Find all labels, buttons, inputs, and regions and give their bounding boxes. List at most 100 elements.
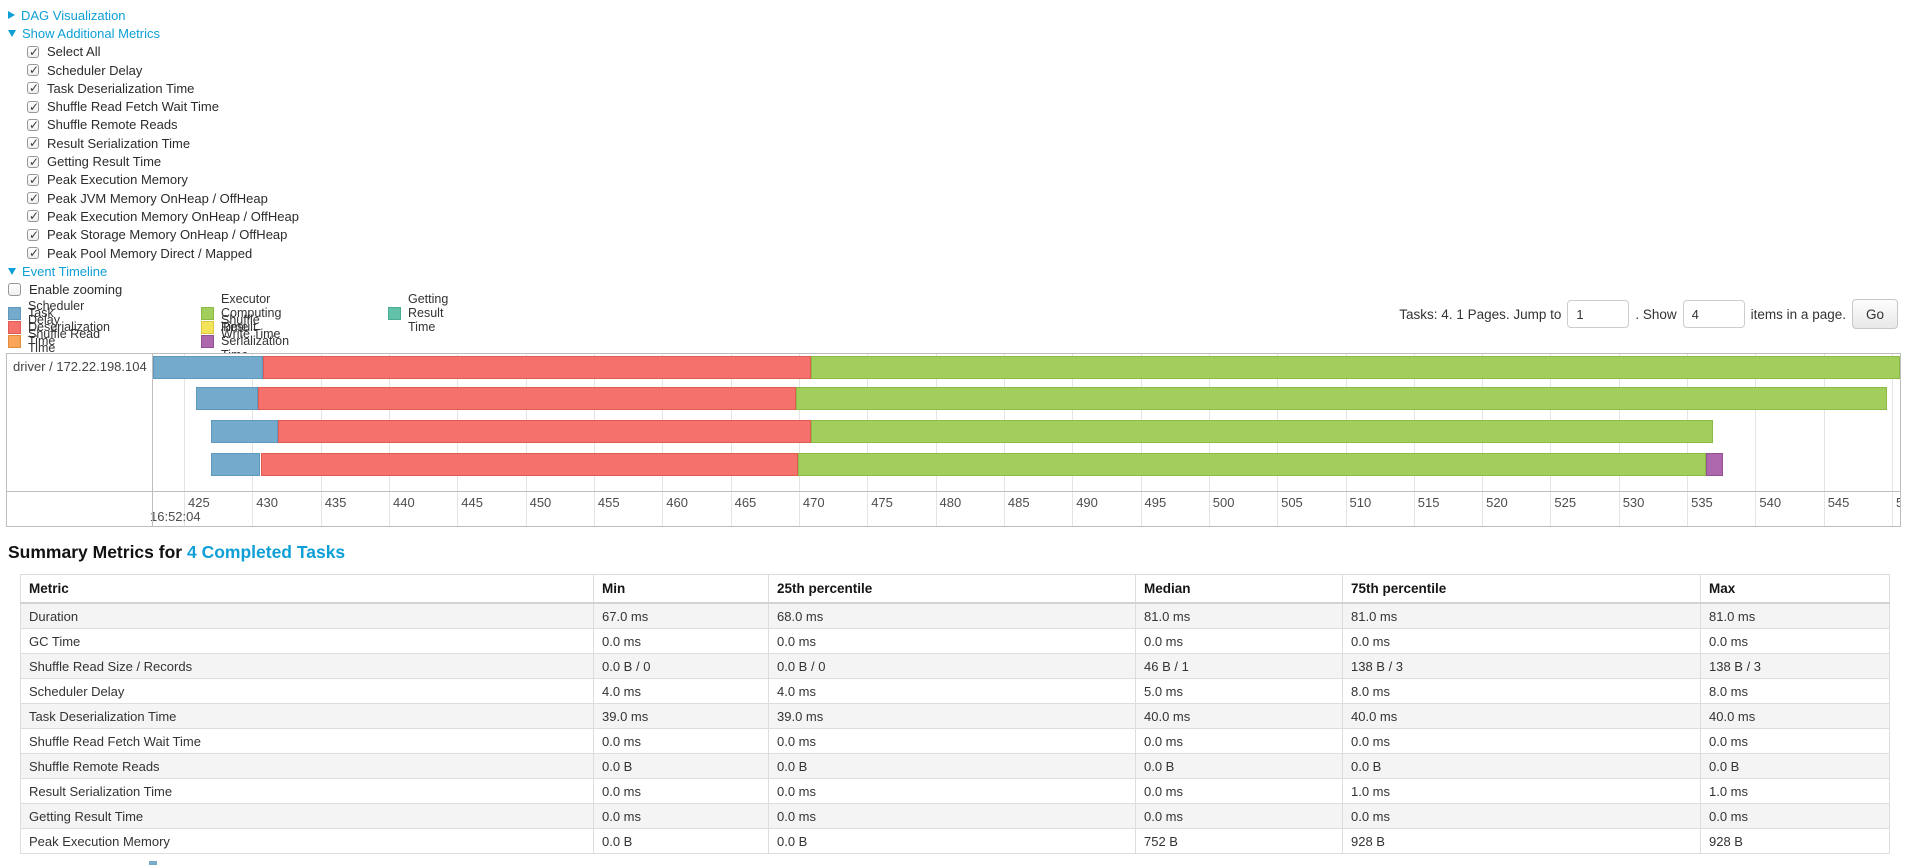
- dag-visualization-toggle[interactable]: DAG Visualization: [8, 6, 299, 24]
- task-2-segment-scheduler-delay[interactable]: [196, 387, 258, 410]
- dag-visualization-link[interactable]: DAG Visualization: [21, 7, 126, 23]
- task-3-segment-executor-computing-time[interactable]: [811, 420, 1713, 443]
- metric-value-cell: 1.0 ms: [1700, 778, 1890, 804]
- checkbox-label: Shuffle Read Fetch Wait Time: [47, 99, 219, 115]
- checkbox-scheduler-delay[interactable]: [27, 63, 39, 77]
- metric-value-cell: 0.0 ms: [1342, 803, 1701, 829]
- timeline-tick-label: 550: [1896, 495, 1900, 510]
- metric-name-cell: Result Serialization Time: [20, 778, 594, 804]
- metric-value-cell: 0.0 ms: [768, 728, 1136, 754]
- metric-value-cell: 46 B / 1: [1135, 653, 1343, 679]
- column-header-metric: Metric: [20, 574, 594, 604]
- legend-label: Scheduler Delay: [28, 299, 85, 328]
- summary-heading-text: Summary Metrics for: [8, 542, 183, 562]
- metric-checkbox-row: Peak Execution Memory OnHeap / OffHeap: [8, 207, 299, 225]
- result-serialization-time-swatch-icon: [201, 334, 214, 348]
- table-row-shuffle-read-size-records: Shuffle Read Size / Records 0.0 B / 0 0.0 …: [20, 653, 1890, 679]
- checkbox-select-all[interactable]: [27, 45, 39, 59]
- legend-item-getting-result-time: Getting Result Time: [388, 292, 448, 334]
- task-1-segment-executor-computing-time[interactable]: [811, 356, 1900, 379]
- checkbox-shuffle-read-fetch-wait-time[interactable]: [27, 100, 39, 114]
- metric-checkbox-row: Shuffle Read Fetch Wait Time: [8, 97, 299, 115]
- metric-value-cell: 40.0 ms: [1700, 703, 1890, 729]
- legend-item-shuffle-read-time: Shuffle Read Time: [8, 327, 110, 355]
- metric-name-cell: Shuffle Read Fetch Wait Time: [20, 728, 594, 754]
- show-text: . Show: [1635, 306, 1677, 322]
- metric-value-cell: 138 B / 3: [1700, 653, 1890, 679]
- metric-value-cell: 0.0 B / 0: [593, 653, 769, 679]
- legend-label: Shuffle Read Time: [28, 327, 101, 356]
- event-timeline-toggle[interactable]: Event Timeline: [8, 262, 299, 280]
- checkbox-getting-result-time[interactable]: [27, 155, 39, 169]
- items-per-page-input[interactable]: [1682, 300, 1745, 328]
- metric-value-cell: 0.0 ms: [1135, 628, 1343, 654]
- checkbox-peak-jvm-memory-onheap-offheap[interactable]: [27, 191, 39, 205]
- metric-value-cell: 1.0 ms: [1342, 778, 1701, 804]
- timeline-tick-label: 470: [802, 495, 825, 510]
- checkbox-peak-execution-memory[interactable]: [27, 173, 39, 187]
- legend-item-shuffle-write-time: Shuffle Write Time: [201, 313, 289, 341]
- task-2-segment-executor-computing-time[interactable]: [796, 387, 1887, 410]
- jump-to-page-input[interactable]: [1567, 300, 1630, 328]
- metric-value-cell: 928 B: [1700, 828, 1890, 854]
- table-row-duration: Duration 67.0 ms 68.0 ms 81.0 ms 81.0 ms 81.0…: [20, 602, 1890, 629]
- task-4-segment-task-deserialization-time[interactable]: [260, 453, 798, 476]
- task-1-segment-task-deserialization-time[interactable]: [263, 356, 812, 379]
- show-additional-metrics-link[interactable]: Show Additional Metrics: [22, 25, 161, 41]
- checkbox-peak-pool-memory-direct-mapped[interactable]: [27, 246, 39, 260]
- metric-value-cell: 0.0 ms: [1135, 778, 1343, 804]
- metric-value-cell: 40.0 ms: [1135, 703, 1343, 729]
- timeline-tick-label: 480: [939, 495, 962, 510]
- checkbox-peak-execution-memory-onheap-offheap[interactable]: [27, 209, 39, 223]
- column-header-median: Median: [1135, 574, 1343, 604]
- metric-value-cell: 0.0 ms: [1135, 803, 1343, 829]
- task-4-segment-scheduler-delay[interactable]: [211, 453, 261, 476]
- metric-checkbox-row: Getting Result Time: [8, 152, 299, 170]
- task-1-segment-scheduler-delay[interactable]: [152, 356, 264, 379]
- table-row-shuffle-remote-reads: Shuffle Remote Reads 0.0 B 0.0 B 0.0 B 0.0 B…: [20, 753, 1890, 779]
- summary-metrics-heading: Summary Metrics for 4 Completed Tasks: [8, 542, 345, 563]
- metric-name-cell: Shuffle Remote Reads: [20, 753, 594, 779]
- metric-checkbox-row: Shuffle Remote Reads: [8, 116, 299, 134]
- checkbox-label: Peak Pool Memory Direct / Mapped: [47, 245, 253, 261]
- table-header-row: Metric Min 25th percentile Median 75th perce…: [20, 574, 1890, 604]
- legend-column: Scheduler Delay Task Deserialization Time…: [8, 299, 110, 355]
- metric-checkbox-row: Peak JVM Memory OnHeap / OffHeap: [8, 189, 299, 207]
- metric-value-cell: 5.0 ms: [1135, 678, 1343, 704]
- metric-name-cell: Task Deserialization Time: [20, 703, 594, 729]
- checkbox-shuffle-remote-reads[interactable]: [27, 118, 39, 132]
- metric-value-cell: 0.0 ms: [1135, 728, 1343, 754]
- metric-value-cell: 0.0 ms: [593, 803, 769, 829]
- timeline-tick-label: 530: [1622, 495, 1645, 510]
- checkbox-peak-storage-memory-onheap-offheap[interactable]: [27, 228, 39, 242]
- metric-value-cell: 67.0 ms: [593, 602, 769, 629]
- show-additional-metrics-toggle[interactable]: Show Additional Metrics: [8, 24, 299, 42]
- expanded-arrow-icon: [8, 29, 16, 37]
- metric-value-cell: 0.0 ms: [768, 778, 1136, 804]
- task-2-segment-task-deserialization-time[interactable]: [257, 387, 797, 410]
- legend-label: Getting Result Time: [408, 292, 449, 335]
- metric-value-cell: 752 B: [1135, 828, 1343, 854]
- timeline-tick-label: 485: [1007, 495, 1030, 510]
- checkbox-result-serialization-time[interactable]: [27, 136, 39, 150]
- go-button[interactable]: Go: [1851, 299, 1898, 329]
- metric-value-cell: 0.0 B / 0: [768, 653, 1136, 679]
- metric-value-cell: 0.0 ms: [593, 628, 769, 654]
- task-4-segment-result-serialization-time[interactable]: [1706, 453, 1723, 476]
- metric-value-cell: 8.0 ms: [1700, 678, 1890, 704]
- checkbox-label: Shuffle Remote Reads: [47, 117, 178, 133]
- task-3-segment-scheduler-delay[interactable]: [211, 420, 279, 443]
- checkbox-task-deserialization-time[interactable]: [27, 81, 39, 95]
- event-timeline-link[interactable]: Event Timeline: [22, 263, 108, 279]
- enable-zooming-checkbox[interactable]: [8, 283, 21, 297]
- task-4-segment-executor-computing-time[interactable]: [797, 453, 1707, 476]
- task-3-segment-task-deserialization-time[interactable]: [278, 420, 812, 443]
- column-header-max: Max: [1700, 574, 1890, 604]
- column-header-25th-percentile: 25th percentile: [768, 574, 1136, 604]
- legend-label: Task Deserialization Time: [28, 306, 110, 349]
- completed-tasks-link[interactable]: 4 Completed Tasks: [186, 542, 346, 562]
- summary-metrics-table: Metric Min 25th percentile Median 75th perce…: [20, 574, 1890, 854]
- metric-value-cell: 0.0 ms: [768, 628, 1136, 654]
- shuffle-read-time-swatch-icon: [8, 334, 21, 348]
- metric-checkbox-row: Task Deserialization Time: [8, 79, 299, 97]
